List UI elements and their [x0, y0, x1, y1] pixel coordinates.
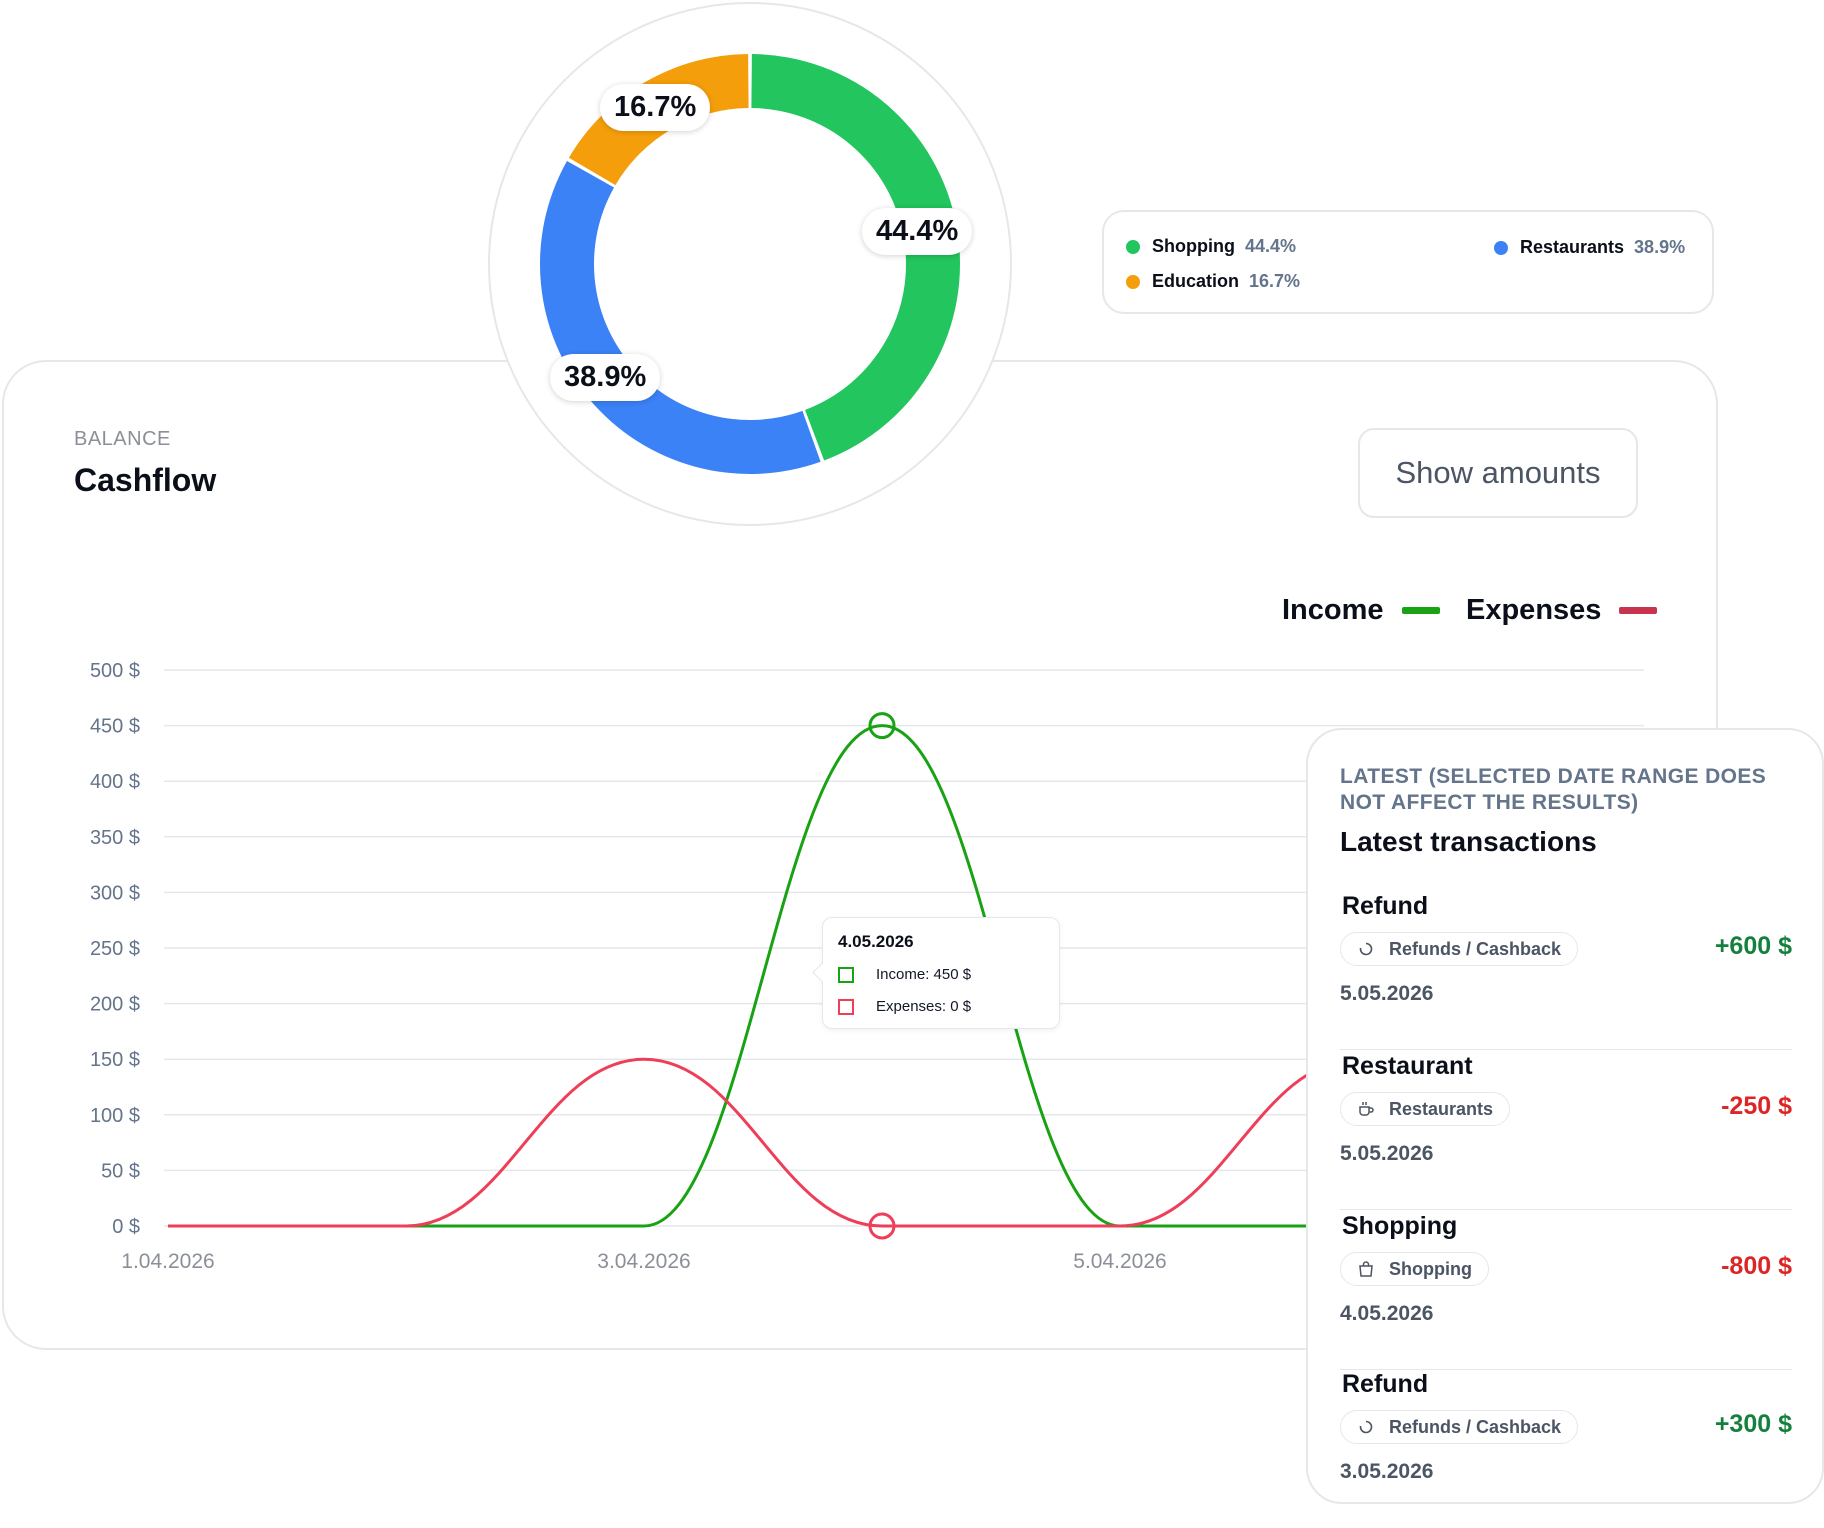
x-tick-label: 5.04.2026: [1073, 1250, 1166, 1273]
x-tick-label: 3.04.2026: [597, 1250, 690, 1273]
tooltip-expenses-text: Expenses: 0 $: [876, 998, 972, 1015]
y-tick-label: 250 $: [90, 938, 140, 960]
y-tick-label: 100 $: [90, 1105, 140, 1127]
y-tick-label: 150 $: [90, 1049, 140, 1071]
x-axis-ticks: 1.04.2026 3.04.2026 5.04.2026: [121, 1250, 1166, 1273]
y-tick-label: 300 $: [90, 882, 140, 904]
shopping-bag-icon: [1355, 1258, 1377, 1280]
education-dot-icon: [1126, 274, 1140, 289]
legend-income-label: Income: [1282, 594, 1384, 626]
y-tick-label: 200 $: [90, 994, 140, 1016]
tooltip-income-swatch: [838, 966, 854, 983]
donut-svg: [540, 54, 960, 475]
refresh-icon: [1355, 1416, 1377, 1438]
category-name: Restaurants: [1520, 237, 1625, 257]
shopping-dot-icon: [1126, 239, 1140, 254]
coffee-cup-icon: [1355, 1098, 1377, 1120]
category-percent: 16.7%: [1249, 271, 1301, 291]
legend-expenses-label: Expenses: [1466, 594, 1602, 626]
category-label: Shopping: [1389, 1258, 1472, 1279]
legend-expenses-swatch: [1619, 607, 1658, 614]
transaction-amount: -250 $: [1721, 1092, 1792, 1120]
show-amounts-button[interactable]: Show amounts: [1358, 428, 1638, 518]
transactions-title: Latest transactions: [1340, 826, 1597, 857]
transaction-name: Restaurant: [1342, 1052, 1473, 1080]
refresh-icon: [1355, 938, 1377, 960]
category-legend-education[interactable]: Education 16.7%: [1126, 271, 1300, 292]
expenses-hover-marker: [868, 1212, 896, 1240]
transaction-amount: +600 $: [1714, 932, 1792, 960]
income-series-line: [167, 724, 1358, 1228]
transaction-category-chip[interactable]: Shopping: [1340, 1252, 1489, 1286]
tooltip-date: 4.05.2026: [838, 932, 914, 951]
y-tick-label: 450 $: [90, 716, 140, 738]
transaction-date: 3.05.2026: [1340, 1460, 1434, 1483]
x-tick-label: 1.04.2026: [121, 1250, 214, 1273]
transaction-name: Refund: [1342, 892, 1429, 920]
tooltip-expenses-row: Expenses: 0 $: [838, 998, 971, 1015]
y-axis-ticks: 0 $ 50 $ 100 $ 150 $ 200 $ 250 $ 300 $ 350 $ 400…: [90, 660, 140, 1238]
tooltip-income-row: Income: 450 $: [838, 966, 971, 983]
transaction-date: 4.05.2026: [1340, 1302, 1434, 1325]
tooltip-expenses-swatch: [838, 998, 854, 1015]
transaction-amount: +300 $: [1714, 1410, 1792, 1438]
transactions-eyebrow: LATEST (SELECTED DATE RANGE DOES NOT AFF…: [1340, 765, 1767, 814]
transaction-date: 5.05.2026: [1340, 1142, 1434, 1165]
y-tick-label: 400 $: [90, 771, 140, 793]
y-tick-label: 350 $: [90, 827, 140, 849]
transaction-item[interactable]: Refund Refunds / Cashback 3.05.2026 +300…: [1340, 1370, 1792, 1528]
transaction-item[interactable]: Shopping Shopping 4.05.2026 -800 $: [1340, 1212, 1792, 1370]
y-tick-label: 0 $: [112, 1216, 140, 1238]
y-tick-label: 500 $: [90, 660, 140, 682]
category-name: Shopping: [1152, 236, 1235, 256]
y-tick-label: 50 $: [101, 1160, 140, 1182]
legend-income-swatch: [1401, 607, 1440, 614]
donut-label-shopping: 44.4%: [862, 208, 973, 255]
restaurants-dot-icon: [1494, 240, 1508, 255]
category-legend: Shopping 44.4% Education 16.7% Restauran…: [1102, 210, 1714, 314]
legend-expenses[interactable]: Expenses: [1466, 594, 1658, 627]
donut-label-restaurants: 38.9%: [550, 354, 661, 401]
category-legend-restaurants[interactable]: Restaurants 38.9%: [1494, 237, 1685, 258]
category-donut-chart: 44.4% 38.9% 16.7%: [488, 2, 1012, 526]
cashflow-eyebrow: BALANCE: [74, 428, 171, 450]
divider: [1340, 1048, 1792, 1050]
category-label: Refunds / Cashback: [1389, 938, 1562, 959]
transaction-category-chip[interactable]: Refunds / Cashback: [1340, 932, 1579, 966]
transaction-category-chip[interactable]: Refunds / Cashback: [1340, 1410, 1579, 1444]
category-percent: 38.9%: [1634, 237, 1686, 257]
donut-slice-restaurants[interactable]: [540, 161, 821, 475]
legend-income[interactable]: Income: [1282, 594, 1440, 627]
transaction-item[interactable]: Refund Refunds / Cashback 5.05.2026 +600…: [1340, 892, 1792, 1050]
transaction-name: Shopping: [1342, 1212, 1458, 1240]
transaction-date: 5.05.2026: [1340, 982, 1434, 1005]
tooltip-income-text: Income: 450 $: [876, 966, 972, 983]
cashflow-title: Cashflow: [74, 462, 217, 498]
category-percent: 44.4%: [1244, 236, 1297, 256]
category-label: Restaurants: [1389, 1098, 1494, 1119]
donut-slice-shopping[interactable]: [751, 54, 960, 461]
transaction-name: Refund: [1342, 1370, 1429, 1398]
transaction-amount: -800 $: [1721, 1252, 1792, 1280]
donut-label-education: 16.7%: [600, 84, 711, 131]
chart-tooltip: 4.05.2026 Income: 450 $ Expenses: 0 $: [812, 917, 1060, 1029]
transaction-item[interactable]: Restaurant Restaurants 5.05.2026 -250 $: [1340, 1052, 1792, 1210]
category-name: Education: [1152, 271, 1240, 291]
category-label: Refunds / Cashback: [1389, 1416, 1562, 1437]
latest-transactions-panel: LATEST (SELECTED DATE RANGE DOES NOT AFF…: [1306, 728, 1824, 1504]
income-hover-marker: [868, 712, 896, 740]
divider: [1340, 1368, 1792, 1370]
category-legend-shopping[interactable]: Shopping 44.4%: [1126, 236, 1296, 257]
hover-markers: [868, 712, 896, 1240]
expenses-series-line: [167, 1057, 1359, 1228]
divider: [1340, 1208, 1792, 1210]
transaction-category-chip[interactable]: Restaurants: [1340, 1092, 1511, 1126]
